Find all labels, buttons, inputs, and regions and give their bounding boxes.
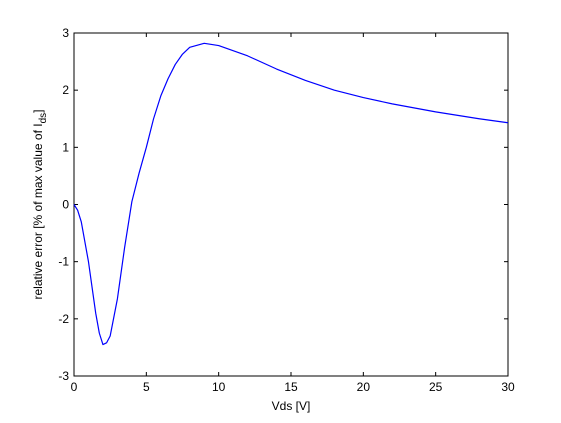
- y-tick-label: 0: [62, 198, 69, 212]
- x-tick-label: 0: [71, 380, 78, 394]
- x-tick-label: 20: [357, 380, 371, 394]
- y-tick-label: 2: [62, 83, 69, 97]
- y-tick-label: 3: [62, 26, 69, 40]
- x-tick-label: 25: [429, 380, 443, 394]
- x-tick-label: 30: [501, 380, 515, 394]
- y-axis-label-suffix: ]: [31, 110, 45, 113]
- y-tick-label: -3: [58, 369, 69, 383]
- x-tick-label: 15: [284, 380, 298, 394]
- y-tick-label: -2: [58, 312, 69, 326]
- plot-box: [73, 32, 509, 377]
- y-tick-label: -1: [58, 255, 69, 269]
- y-axis-label: relative error [% of max value of Ids]: [31, 110, 49, 300]
- y-axis-label-text: relative error [% of max value of I: [31, 123, 45, 299]
- x-axis-label: Vds [V]: [272, 399, 311, 413]
- x-tick-label: 10: [212, 380, 226, 394]
- x-tick-label: 5: [143, 380, 150, 394]
- y-tick-label: 1: [62, 140, 69, 154]
- y-axis-label-subscript: ds: [38, 113, 49, 124]
- data-line: [73, 42, 509, 346]
